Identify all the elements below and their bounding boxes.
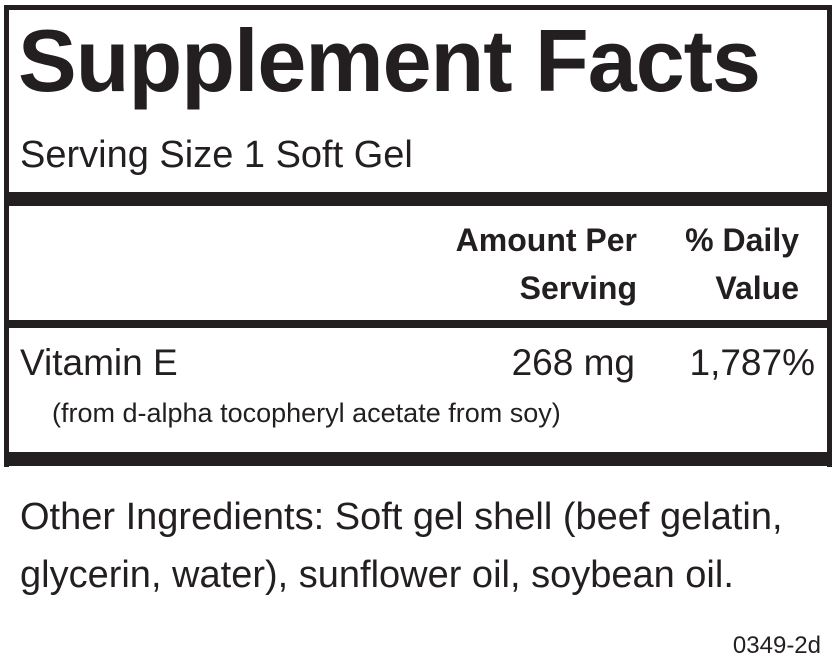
- amount-per-serving-header: Amount Per Serving: [456, 216, 637, 312]
- daily-value-header: % Daily Value: [685, 216, 799, 312]
- other-ingredients: Other Ingredients: Soft gel shell (beef …: [20, 496, 783, 596]
- nutrient-amount: 268 mg: [511, 342, 635, 383]
- header-line: % Daily: [685, 222, 799, 258]
- nutrient-source: (from d-alpha tocopheryl acetate from so…: [52, 398, 561, 428]
- facts-panel-border: [4, 5, 832, 467]
- serving-size: Serving Size 1 Soft Gel: [20, 134, 413, 176]
- header-line: Value: [715, 270, 799, 306]
- header-line: Amount Per: [455, 222, 637, 258]
- thin-divider: [4, 320, 832, 328]
- nutrient-daily-value: 1,787%: [689, 342, 816, 383]
- thick-divider: [4, 192, 832, 206]
- nutrient-name: Vitamin E: [20, 342, 178, 383]
- product-code: 0349-2d: [732, 632, 821, 659]
- panel-title: Supplement Facts: [18, 11, 761, 110]
- bottom-thick-divider: [4, 452, 832, 466]
- header-line: Serving: [519, 270, 637, 306]
